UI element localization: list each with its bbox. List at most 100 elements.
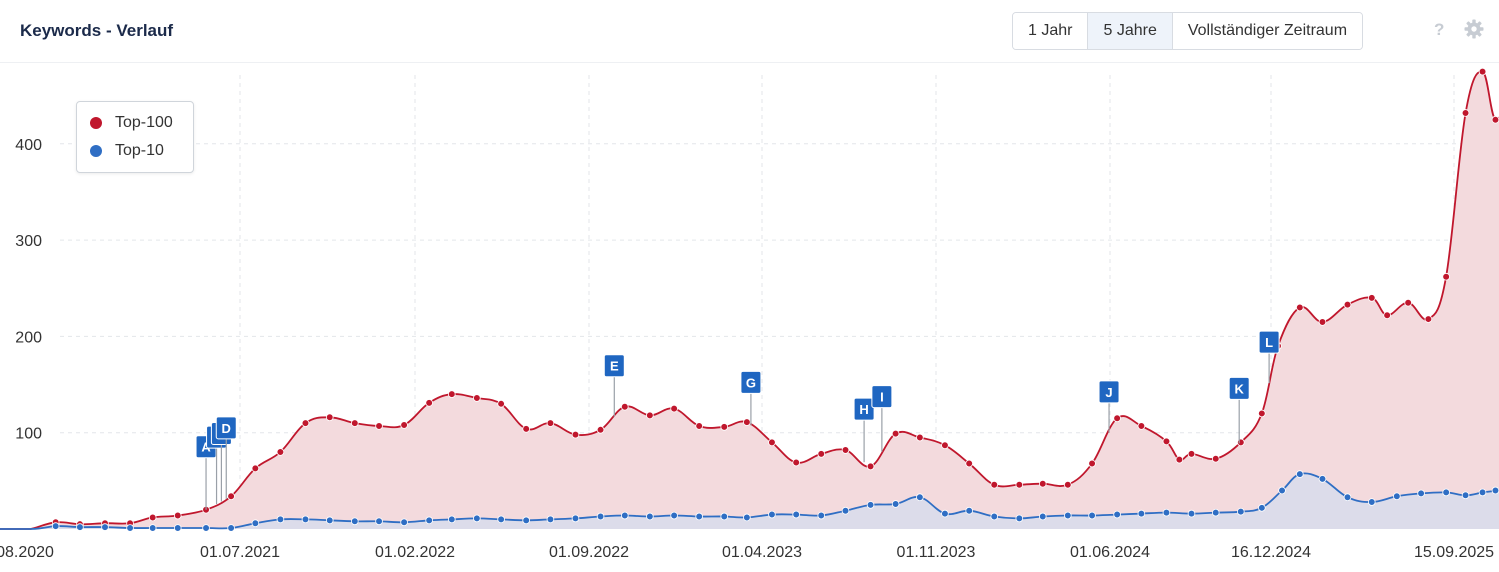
data-point <box>1137 509 1146 518</box>
data-point <box>227 492 235 501</box>
gear-icon[interactable] <box>1464 19 1484 39</box>
data-point <box>325 413 334 422</box>
data-point <box>276 448 285 456</box>
event-marker-label: E <box>610 359 619 374</box>
event-marker-e[interactable]: E <box>603 354 625 417</box>
event-marker-label: K <box>1235 381 1245 396</box>
y-tick-label: 200 <box>15 329 42 346</box>
event-marker-flag <box>853 397 875 421</box>
data-point <box>76 523 84 531</box>
data-point <box>1318 318 1327 326</box>
data-point <box>1187 509 1196 518</box>
data-point <box>695 512 703 521</box>
data-point <box>866 501 875 509</box>
data-point <box>965 459 973 468</box>
event-marker-flag <box>1098 380 1120 404</box>
data-point <box>841 446 850 454</box>
data-point <box>400 518 408 527</box>
data-point <box>695 422 703 430</box>
data-point <box>1175 455 1184 464</box>
y-tick-label: 400 <box>15 137 42 154</box>
data-point <box>1424 315 1433 323</box>
data-point <box>1211 454 1220 463</box>
event-marker-h[interactable]: H <box>853 397 875 463</box>
data-point <box>1367 498 1376 506</box>
data-point <box>522 425 530 433</box>
event-marker-flag <box>603 354 625 378</box>
legend-dot-top10 <box>90 145 102 157</box>
data-point <box>841 506 850 515</box>
data-point <box>1296 470 1304 478</box>
data-point <box>350 517 359 526</box>
data-point <box>1137 422 1146 430</box>
legend-item-top100[interactable]: Top-100 <box>90 114 173 132</box>
data-point <box>768 510 776 519</box>
data-point <box>1113 414 1121 423</box>
event-marker-i[interactable]: I <box>871 385 893 452</box>
event-marker-label: J <box>1105 385 1112 400</box>
data-point <box>596 512 605 521</box>
data-point <box>621 402 629 411</box>
data-point <box>990 512 999 521</box>
data-point <box>425 516 433 525</box>
chart-legend: Top-100 Top-10 <box>76 101 194 173</box>
range-full-period-button[interactable]: Vollständiger Zeitraum <box>1172 13 1363 49</box>
data-point <box>891 500 900 508</box>
data-point <box>251 519 260 528</box>
data-point <box>375 517 383 526</box>
data-point <box>148 524 157 532</box>
data-point <box>990 480 999 489</box>
event-marker-label: D <box>222 421 231 436</box>
data-point <box>1162 437 1171 446</box>
x-tick-label: 01.06.2024 <box>1070 544 1150 561</box>
range-button-group: 1 Jahr 5 Jahre Vollständiger Zeitraum <box>1012 12 1364 50</box>
data-point <box>448 515 456 524</box>
data-point <box>1491 486 1499 495</box>
data-point <box>425 399 433 407</box>
y-tick-label: 300 <box>15 233 42 250</box>
data-point <box>522 516 530 525</box>
data-point <box>768 438 776 447</box>
data-point <box>350 419 359 427</box>
x-tick-label: 01.11.2023 <box>897 544 976 561</box>
event-marker-flag <box>1228 376 1250 400</box>
data-point <box>1038 479 1047 488</box>
data-point <box>743 513 751 522</box>
data-point <box>497 400 505 408</box>
data-point <box>101 523 109 531</box>
legend-label-top100: Top-100 <box>115 114 173 131</box>
data-point <box>792 458 800 467</box>
range-5-jahre-button[interactable]: 5 Jahre <box>1088 13 1173 49</box>
data-point <box>400 421 408 429</box>
data-point <box>1237 507 1245 516</box>
data-point <box>1442 272 1450 281</box>
x-tick-label: 01.07.2021 <box>200 544 280 561</box>
data-point <box>148 513 157 522</box>
event-marker-g[interactable]: G <box>740 370 762 426</box>
data-point <box>1187 450 1196 458</box>
event-marker-flag <box>871 385 893 409</box>
data-point <box>1367 294 1376 302</box>
data-point <box>1064 480 1072 489</box>
series-line-top10 <box>0 472 1499 530</box>
data-point <box>126 524 134 532</box>
event-marker-j[interactable]: J <box>1098 380 1120 433</box>
question-icon[interactable]: ? <box>1434 20 1445 39</box>
data-point <box>173 511 182 520</box>
data-point <box>1318 475 1327 483</box>
data-point <box>1258 409 1266 418</box>
event-marker-flag <box>740 370 762 394</box>
data-point <box>301 515 310 524</box>
data-point <box>1088 511 1096 520</box>
data-point <box>1393 492 1401 501</box>
x-tick-label: 08.2020 <box>0 544 54 561</box>
data-point <box>1278 486 1286 495</box>
legend-item-top10[interactable]: Top-10 <box>90 142 164 160</box>
range-1-jahr-button[interactable]: 1 Jahr <box>1013 13 1089 49</box>
event-marker-d[interactable]: D <box>215 416 237 499</box>
x-tick-label: 01.02.2022 <box>375 544 455 561</box>
data-point <box>1162 508 1171 517</box>
data-point <box>941 441 949 450</box>
event-marker-k[interactable]: K <box>1228 376 1250 444</box>
event-marker-l[interactable]: L <box>1258 330 1280 384</box>
